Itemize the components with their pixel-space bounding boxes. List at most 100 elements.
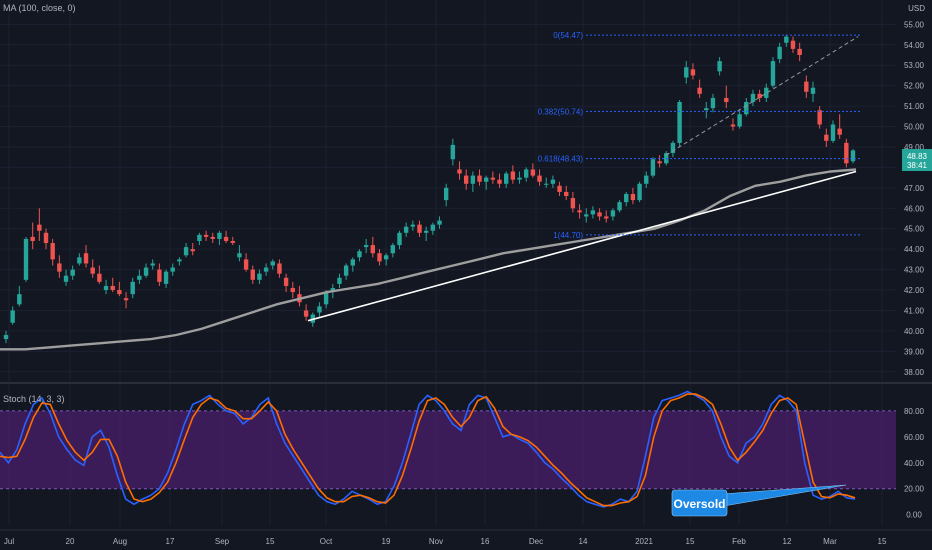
candle[interactable] bbox=[850, 149, 856, 164]
ma-100-line[interactable] bbox=[0, 168, 857, 351]
candle[interactable] bbox=[430, 222, 436, 235]
candle[interactable] bbox=[150, 259, 155, 270]
trendline[interactable] bbox=[307, 170, 857, 322]
candle[interactable] bbox=[604, 210, 609, 223]
candle[interactable] bbox=[570, 191, 576, 213]
candle[interactable] bbox=[97, 265, 102, 284]
candle[interactable] bbox=[817, 106, 822, 129]
candle[interactable] bbox=[597, 208, 602, 221]
candle[interactable] bbox=[30, 222, 35, 250]
candle[interactable] bbox=[417, 220, 422, 237]
candle[interactable] bbox=[103, 279, 109, 295]
candle[interactable] bbox=[503, 171, 509, 188]
candle[interactable] bbox=[197, 232, 202, 246]
candle[interactable] bbox=[657, 155, 662, 168]
candle[interactable] bbox=[590, 206, 596, 219]
candle[interactable] bbox=[237, 245, 242, 262]
candle[interactable] bbox=[143, 263, 149, 278]
candle[interactable] bbox=[290, 281, 295, 299]
candle[interactable] bbox=[370, 236, 376, 258]
candle[interactable] bbox=[630, 187, 636, 205]
candle[interactable] bbox=[137, 269, 142, 284]
candle[interactable] bbox=[390, 243, 396, 258]
candle[interactable] bbox=[797, 42, 802, 62]
candle[interactable] bbox=[423, 226, 429, 241]
candle[interactable] bbox=[403, 222, 409, 237]
candle[interactable] bbox=[23, 236, 29, 282]
candle[interactable] bbox=[170, 263, 175, 276]
stoch-d-line[interactable] bbox=[0, 393, 856, 507]
candle[interactable] bbox=[737, 110, 742, 129]
candle[interactable] bbox=[297, 285, 302, 307]
candle[interactable] bbox=[70, 265, 75, 280]
candle[interactable] bbox=[577, 204, 582, 219]
candle[interactable] bbox=[490, 171, 496, 184]
candle[interactable] bbox=[130, 277, 135, 299]
price-axis[interactable]: 55.0054.0053.0052.0051.0050.0049.0048.00… bbox=[904, 20, 925, 376]
candle[interactable] bbox=[650, 157, 656, 178]
candle[interactable] bbox=[557, 181, 562, 197]
candle[interactable] bbox=[770, 57, 776, 88]
stoch-indicator-legend[interactable]: Stoch (14, 3, 3) bbox=[3, 394, 65, 404]
candle[interactable] bbox=[270, 259, 275, 270]
fib-trend-dashed-line[interactable] bbox=[665, 36, 859, 156]
candle[interactable] bbox=[163, 269, 169, 288]
candle[interactable] bbox=[677, 99, 682, 147]
candle[interactable] bbox=[363, 238, 369, 254]
candle[interactable] bbox=[217, 230, 222, 246]
candle[interactable] bbox=[123, 292, 129, 309]
candle[interactable] bbox=[230, 236, 235, 246]
candle[interactable] bbox=[223, 230, 229, 244]
candle[interactable] bbox=[10, 306, 15, 325]
candle[interactable] bbox=[303, 304, 309, 321]
candle[interactable] bbox=[744, 97, 749, 117]
candle[interactable] bbox=[203, 230, 209, 241]
oversold-callout[interactable]: Oversold bbox=[671, 484, 847, 517]
candle[interactable] bbox=[477, 169, 482, 186]
candle[interactable] bbox=[790, 36, 796, 53]
ma-indicator-legend[interactable]: MA (100, close, 0) bbox=[3, 3, 76, 13]
candle[interactable] bbox=[77, 253, 82, 266]
candle[interactable] bbox=[463, 169, 469, 190]
candle[interactable] bbox=[764, 83, 769, 103]
candle[interactable] bbox=[57, 255, 62, 278]
candle[interactable] bbox=[837, 114, 842, 139]
candle[interactable] bbox=[730, 118, 736, 131]
candle[interactable] bbox=[710, 93, 716, 113]
candle[interactable] bbox=[457, 161, 462, 180]
candle[interactable] bbox=[670, 140, 676, 158]
candle[interactable] bbox=[757, 89, 762, 103]
candle[interactable] bbox=[177, 257, 182, 266]
candle[interactable] bbox=[17, 285, 22, 307]
candle[interactable] bbox=[337, 273, 342, 288]
candle[interactable] bbox=[250, 265, 255, 284]
candle[interactable] bbox=[243, 253, 249, 272]
candle[interactable] bbox=[357, 249, 362, 262]
candle[interactable] bbox=[37, 208, 42, 241]
candle[interactable] bbox=[550, 175, 556, 188]
candle[interactable] bbox=[263, 263, 269, 276]
candle[interactable] bbox=[624, 191, 629, 207]
candle[interactable] bbox=[690, 63, 696, 80]
time-axis[interactable]: Jul 20 Aug 17 Sep 15 Oct 19 Nov 16 Dec 14 2021 15 Feb 1… bbox=[0, 529, 932, 546]
candle[interactable] bbox=[117, 281, 122, 297]
candle[interactable] bbox=[443, 183, 449, 207]
candle[interactable] bbox=[517, 171, 522, 184]
candle[interactable] bbox=[377, 249, 382, 266]
candle[interactable] bbox=[584, 208, 589, 223]
stoch-axis[interactable]: 80.00 60.00 40.00 20.00 0.00 bbox=[904, 407, 925, 520]
candle[interactable] bbox=[63, 269, 69, 286]
candle[interactable] bbox=[724, 85, 729, 109]
candle[interactable] bbox=[717, 57, 722, 76]
candle[interactable] bbox=[283, 273, 289, 293]
candle[interactable] bbox=[50, 238, 55, 266]
candle[interactable] bbox=[684, 61, 689, 84]
candle[interactable] bbox=[524, 167, 529, 182]
candle[interactable] bbox=[183, 243, 189, 258]
candle[interactable] bbox=[750, 89, 756, 107]
candle[interactable] bbox=[810, 81, 816, 103]
candle[interactable] bbox=[637, 181, 642, 203]
candle[interactable] bbox=[470, 171, 476, 192]
candle[interactable] bbox=[83, 245, 89, 268]
